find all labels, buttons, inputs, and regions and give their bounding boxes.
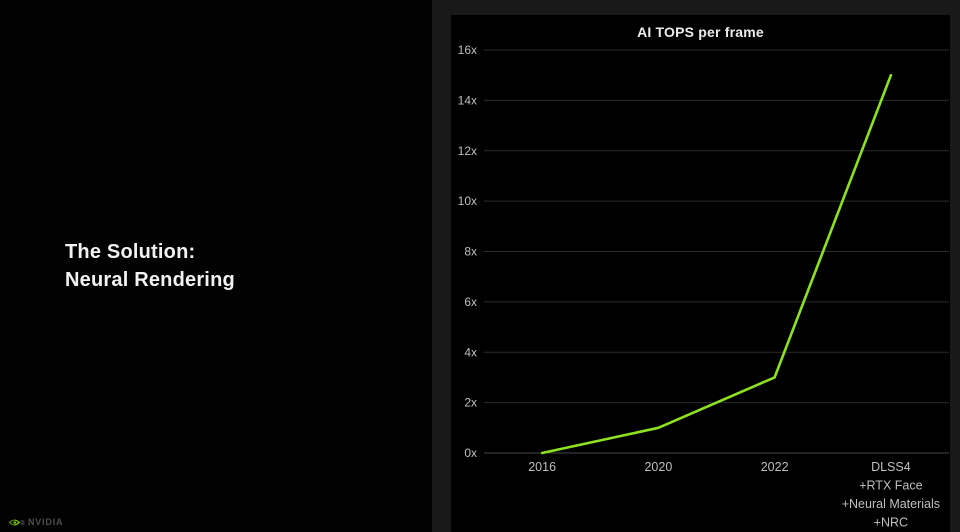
y-tick-label-10x: 10x [458,194,477,208]
x-tick-label-2016: 2016 [528,460,556,474]
chart-title: AI TOPS per frame [637,24,764,40]
x-tick-label-DLSS4: DLSS4 +RTX Face +Neural Materials +NRC [842,460,940,530]
slide-title-line-1: The Solution: [65,241,196,263]
slide-title: The Solution: Neural Rendering [65,238,235,294]
x-tick-label-2022: 2022 [761,460,789,474]
y-tick-label-12x: 12x [458,144,477,158]
ai-tops-line-chart: 0x 2x 4x 6x 8x 10x 12x 14x 16x 2016 2020 2022 DLSS4 +… [458,43,949,530]
nvidia-eye-icon [8,519,25,526]
chart-panel: AI TOPS per frame 0x 2x 4x 6x 8x 10x 12x 14x 16x… [451,15,950,532]
y-tick-label-6x: 6x [464,295,477,309]
y-tick-label-2x: 2x [464,396,477,410]
slide-right-panel: AI TOPS per frame 0x 2x 4x 6x 8x 10x 12x 14x 16x… [432,0,960,532]
x-tick-label-2020: 2020 [644,460,672,474]
nvidia-wordmark: NVIDIA [28,517,64,527]
nvidia-logo: NVIDIA [8,516,63,528]
slide-title-line-2: Neural Rendering [65,269,235,291]
y-tick-label-16x: 16x [458,43,477,57]
y-tick-label-8x: 8x [464,245,477,259]
slide-left-panel: The Solution: Neural Rendering NVIDIA [0,0,432,532]
y-tick-label-0x: 0x [464,446,477,460]
ai-tops-data-line [540,73,893,455]
y-tick-label-4x: 4x [464,345,477,359]
y-tick-label-14x: 14x [458,93,477,107]
